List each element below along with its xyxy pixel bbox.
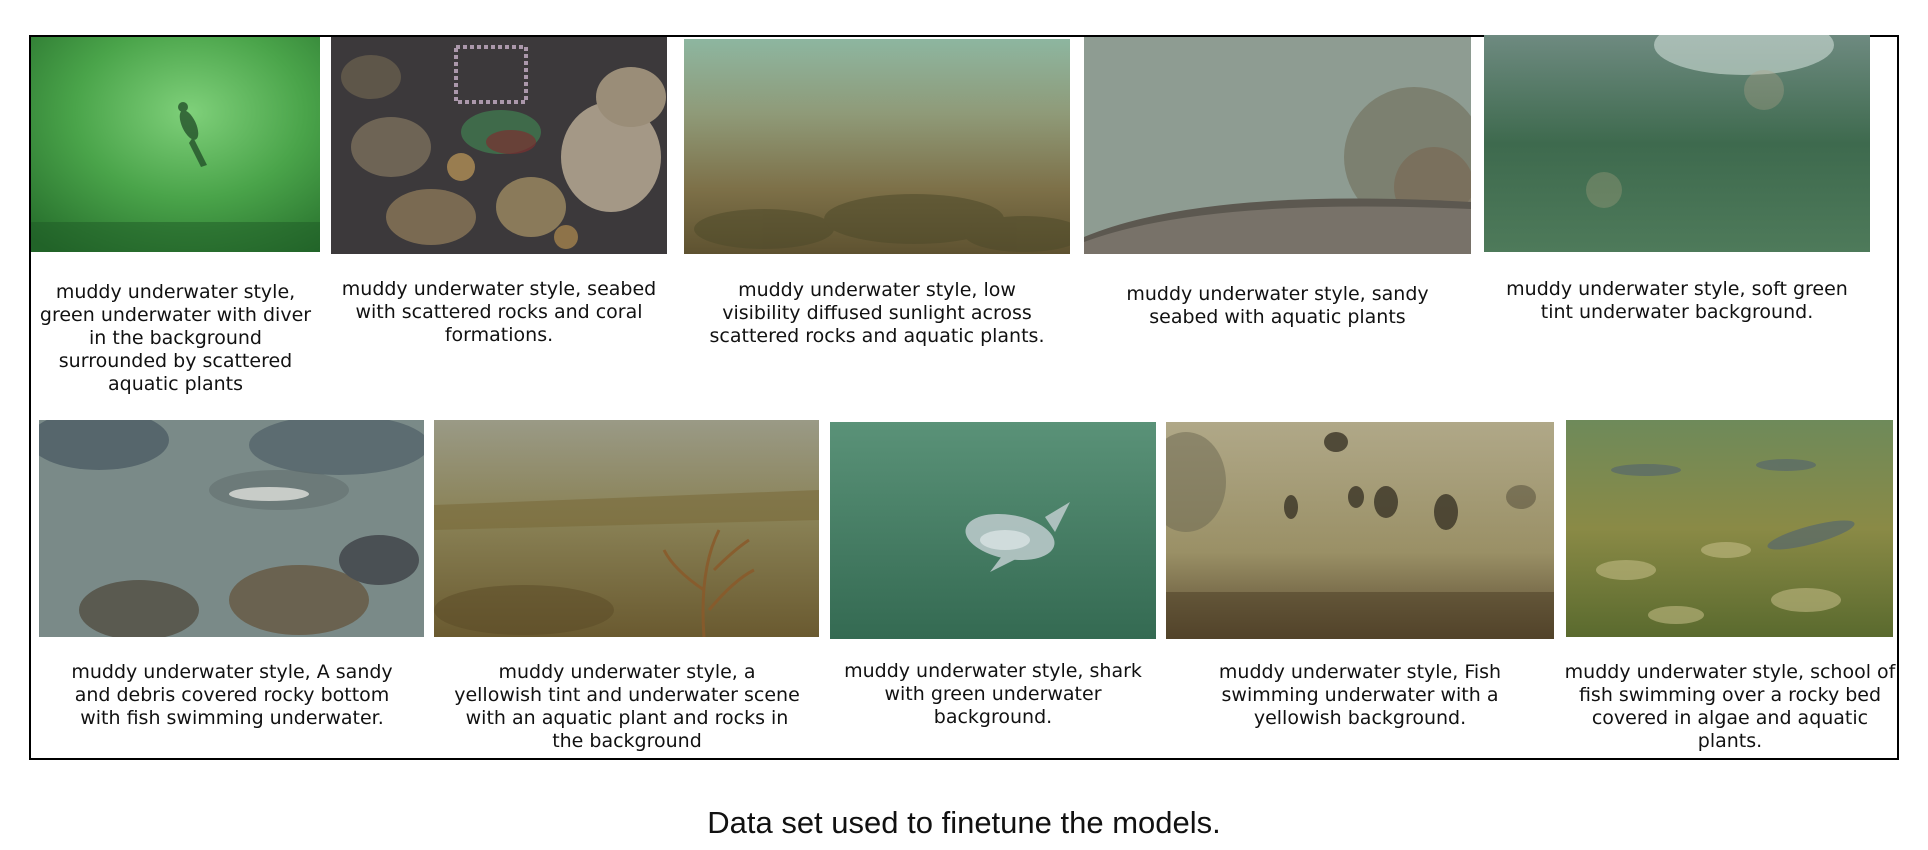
sample-image-2 [331, 37, 667, 254]
sample-caption-8: muddy underwater style, shark with green… [844, 660, 1142, 728]
sample-image-5 [1484, 35, 1870, 252]
sample-caption-3: muddy underwater style, low visibility d… [709, 279, 1045, 347]
sample-caption-7: muddy underwater style, a yellowish tint… [454, 661, 800, 752]
sample-caption-4: muddy underwater style, sandy seabed wit… [1126, 283, 1429, 328]
sample-image-1 [31, 37, 320, 252]
sample-image-4 [1084, 37, 1471, 254]
sample-caption-5: muddy underwater style, soft green tint … [1506, 278, 1848, 323]
sample-caption-2: muddy underwater style, seabed with scat… [341, 278, 657, 346]
sample-image-3 [684, 39, 1070, 254]
sample-image-9 [1166, 422, 1554, 639]
figure-caption: Data set used to finetune the models. [707, 805, 1221, 840]
sample-caption-9: muddy underwater style, Fish swimming un… [1218, 661, 1502, 729]
figure-frame [29, 35, 1899, 760]
sample-image-7 [434, 420, 819, 637]
sample-image-10 [1566, 420, 1893, 637]
sample-caption-10: muddy underwater style, school of fish s… [1564, 661, 1896, 752]
sample-image-6 [39, 420, 424, 637]
sample-caption-6: muddy underwater style, A sandy and debr… [71, 661, 393, 729]
sample-image-8 [830, 422, 1156, 639]
sample-caption-1: muddy underwater style, green underwater… [39, 281, 312, 395]
